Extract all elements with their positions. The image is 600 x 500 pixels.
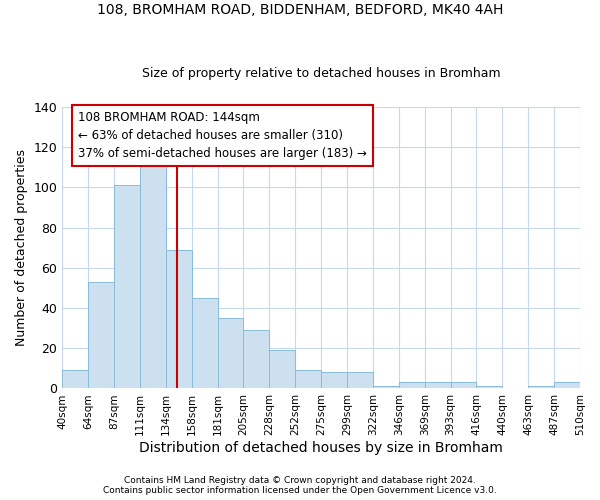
Bar (295, 370, 321, 388)
Bar (269, 350, 295, 389)
Bar (399, 382, 425, 388)
Bar (166, 250, 192, 388)
Bar (114, 186, 140, 388)
Bar (244, 330, 269, 388)
Title: Size of property relative to detached houses in Bromham: Size of property relative to detached ho… (142, 66, 500, 80)
Bar (425, 382, 451, 388)
Bar (451, 382, 476, 388)
Bar (347, 372, 373, 388)
X-axis label: Distribution of detached houses by size in Bromham: Distribution of detached houses by size … (139, 441, 503, 455)
Text: Contains HM Land Registry data © Crown copyright and database right 2024.
Contai: Contains HM Land Registry data © Crown c… (103, 476, 497, 495)
Text: 108 BROMHAM ROAD: 144sqm
← 63% of detached houses are smaller (310)
37% of semi-: 108 BROMHAM ROAD: 144sqm ← 63% of detach… (78, 112, 367, 160)
Bar (192, 298, 218, 388)
Bar (373, 386, 399, 388)
Text: 108, BROMHAM ROAD, BIDDENHAM, BEDFORD, MK40 4AH: 108, BROMHAM ROAD, BIDDENHAM, BEDFORD, M… (97, 2, 503, 16)
Y-axis label: Number of detached properties: Number of detached properties (15, 150, 28, 346)
Bar (218, 318, 244, 388)
Bar (554, 382, 580, 388)
Bar (528, 386, 554, 388)
Bar (321, 372, 347, 388)
Bar (140, 166, 166, 388)
Bar (88, 282, 114, 389)
Bar (476, 386, 502, 388)
Bar (62, 370, 88, 388)
